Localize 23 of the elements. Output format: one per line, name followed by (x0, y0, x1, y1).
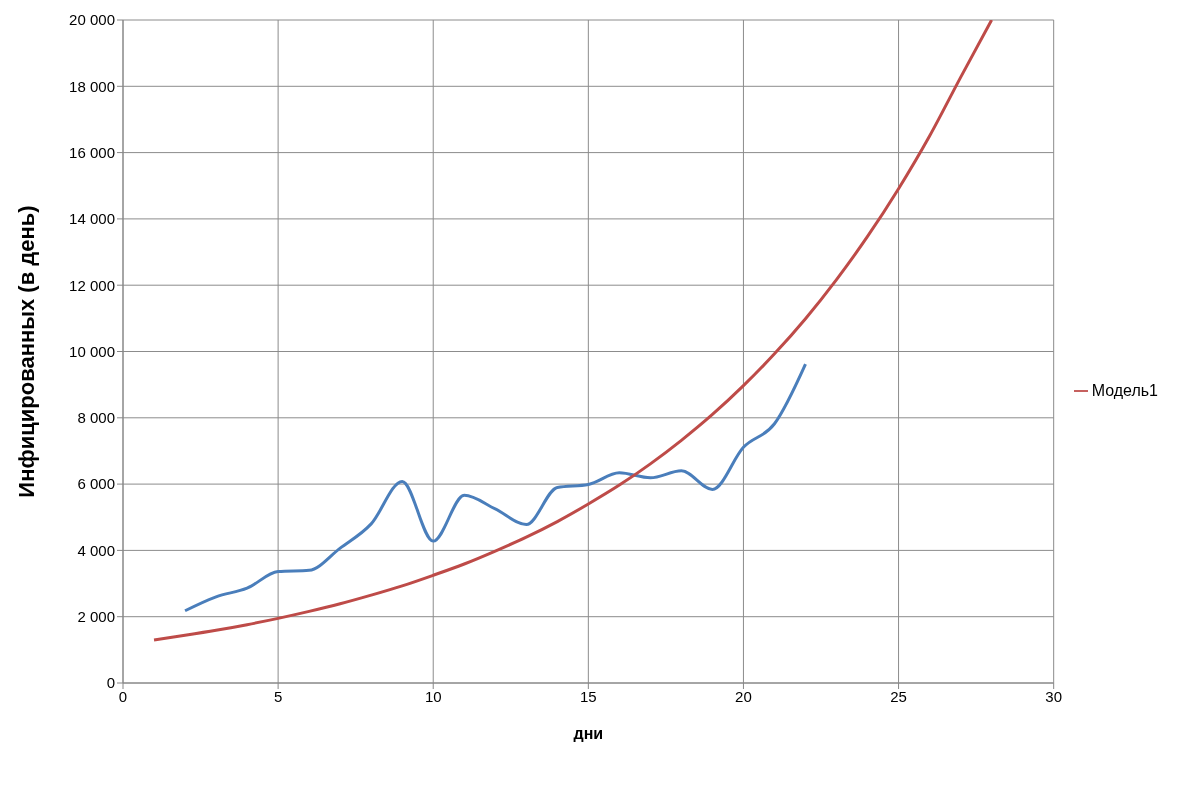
x-axis-title: дни (573, 725, 604, 742)
y-tick-label: 10 000 (69, 342, 115, 360)
y-tick-label: 6 000 (77, 475, 115, 493)
y-tick-label: 20 000 (69, 11, 115, 29)
x-tick-label: 15 (579, 687, 597, 705)
x-tick-label: 5 (273, 687, 283, 705)
y-tick-label: 16 000 (69, 143, 115, 161)
x-tick-label: 20 (735, 687, 752, 705)
y-tick-label: 12 000 (69, 276, 115, 294)
line-series (183, 362, 807, 613)
x-tick-label: 10 (424, 687, 442, 705)
legend-label: Модель1 (1091, 381, 1158, 399)
x-tick-label: 30 (1045, 687, 1063, 705)
y-tick-label: 14 000 (69, 210, 115, 228)
y-tick-label: 2 000 (77, 608, 115, 626)
y-tick-label: 0 (106, 674, 115, 692)
y-tick-label: 8 000 (77, 409, 115, 427)
x-tick-label: 0 (118, 687, 128, 705)
y-axis-title: Инфицированных (в день) (13, 205, 39, 498)
y-tick-label: 18 000 (69, 77, 115, 95)
x-tick-label: 25 (890, 687, 907, 705)
y-tick-label: 4 000 (77, 541, 115, 559)
line-series (152, 20, 994, 642)
